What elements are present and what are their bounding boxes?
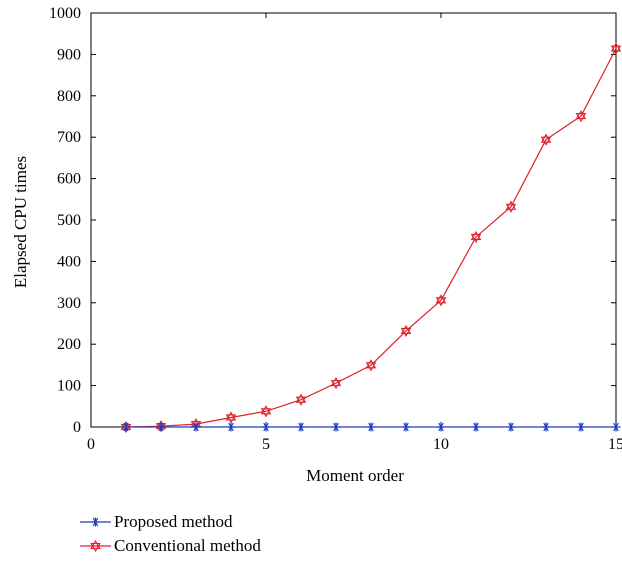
series-line-1 xyxy=(125,48,617,428)
series-1-point-5 xyxy=(295,393,307,406)
series-0-point-8 xyxy=(401,422,411,432)
series-1-point-7 xyxy=(365,359,377,372)
series-1-point-9 xyxy=(435,294,447,307)
series-0-point-9 xyxy=(436,422,446,432)
series-1-point-10 xyxy=(470,230,482,244)
legend-marker-0 xyxy=(91,517,100,527)
series-0-point-7 xyxy=(366,422,376,432)
series-0-point-14 xyxy=(611,422,621,432)
series-0-point-10 xyxy=(471,422,481,432)
legend: Proposed method Conventional method xyxy=(80,512,261,555)
series-0-point-0 xyxy=(121,422,131,432)
legend-marker-1 xyxy=(90,539,101,553)
x-tick-label-0: 0 xyxy=(87,436,95,453)
y-tick-label-10: 1000 xyxy=(49,5,81,22)
series-0-point-6 xyxy=(331,422,341,432)
series-0-point-3 xyxy=(226,422,236,432)
series-1-point-6 xyxy=(330,377,342,390)
series-1-point-4 xyxy=(260,405,272,418)
y-tick-label-8: 800 xyxy=(57,88,81,105)
series-1-point-3 xyxy=(225,411,237,424)
y-tick-label-9: 900 xyxy=(57,46,81,63)
series-0-point-4 xyxy=(261,422,271,432)
plot-area: 0 5 10 15 0 100 200 300 400 500 600 700 800 900 1000 xyxy=(49,5,622,453)
series-1-point-11 xyxy=(505,200,517,213)
series-1-point-14 xyxy=(610,42,622,55)
legend-label-1: Conventional method xyxy=(114,536,261,555)
series-1-point-8 xyxy=(400,324,412,338)
axes-frame xyxy=(90,12,617,428)
x-tick-label-3: 15 xyxy=(608,436,622,453)
y-tick-label-7: 700 xyxy=(57,129,81,146)
series-1-point-12 xyxy=(540,133,552,146)
y-tick-label-0: 0 xyxy=(73,419,81,436)
series-0-point-12 xyxy=(541,422,551,432)
y-axis-label: Elapsed CPU times xyxy=(11,156,30,288)
y-tick-label-6: 600 xyxy=(57,171,81,188)
y-tick-label-3: 300 xyxy=(57,295,81,312)
series-0-point-11 xyxy=(506,422,516,432)
y-tick-label-4: 400 xyxy=(57,253,81,270)
x-axis-label: Moment order xyxy=(306,466,404,485)
legend-label-0: Proposed method xyxy=(114,512,233,531)
series-0-point-5 xyxy=(296,422,306,432)
y-tick-label-1: 100 xyxy=(57,378,81,395)
y-tick-label-2: 200 xyxy=(57,336,81,353)
x-tick-label-2: 10 xyxy=(433,436,449,453)
series-0-point-2 xyxy=(191,422,201,432)
x-tick-label-1: 5 xyxy=(262,436,270,453)
y-tick-label-5: 500 xyxy=(57,212,81,229)
series-1-point-13 xyxy=(575,109,587,123)
series-0-point-13 xyxy=(576,422,586,432)
series-0-point-1 xyxy=(156,422,166,432)
